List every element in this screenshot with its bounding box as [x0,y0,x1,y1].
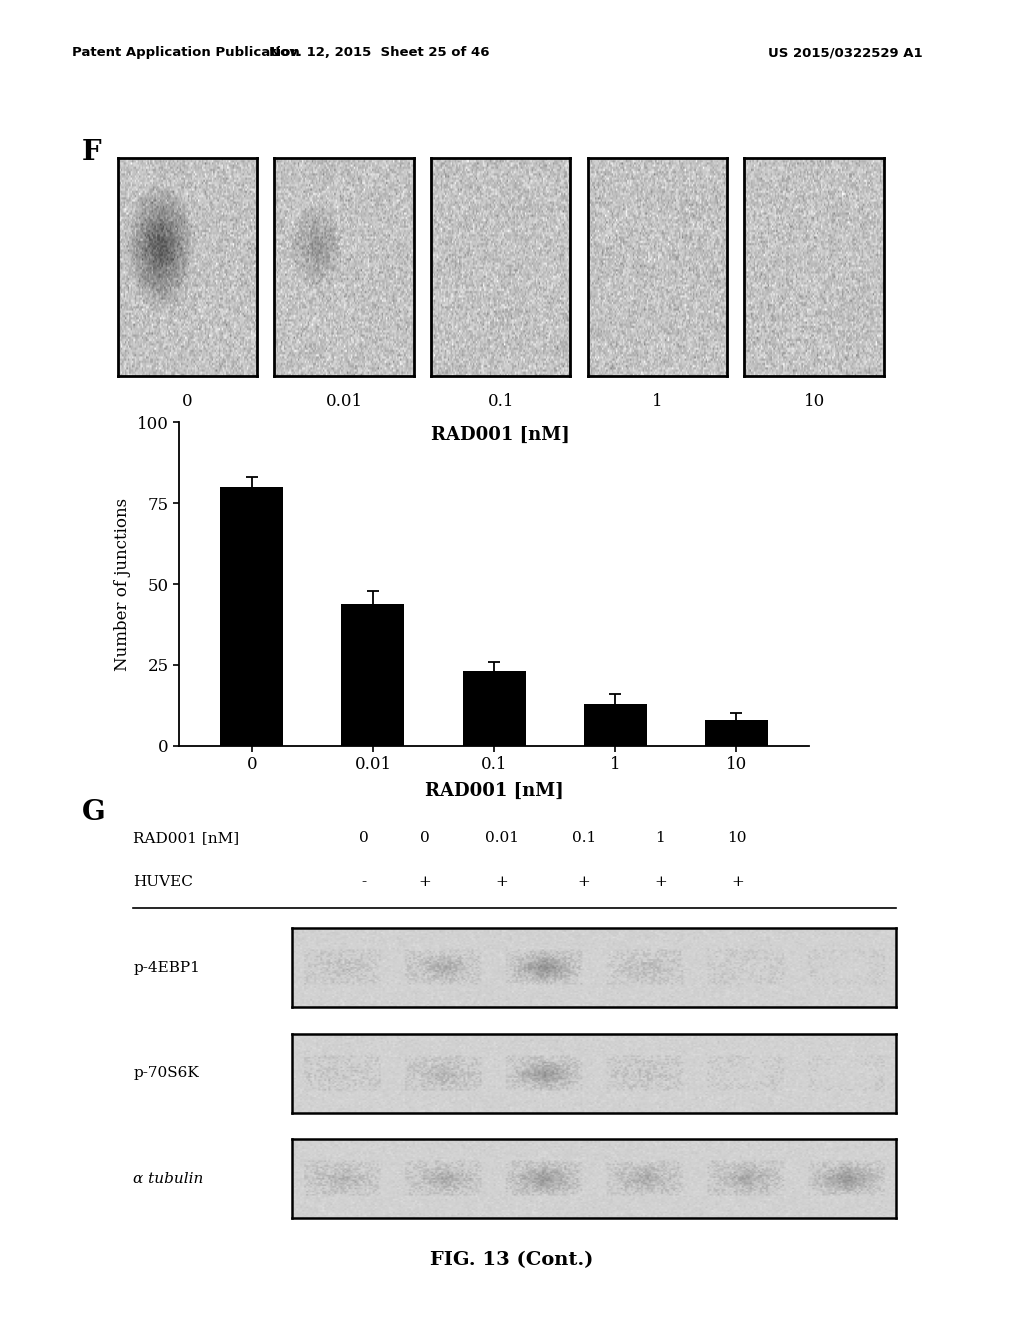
Text: +: + [731,875,743,888]
Text: p-70S6K: p-70S6K [133,1067,199,1080]
Text: RAD001 [nM]: RAD001 [nM] [431,426,570,445]
Text: 0: 0 [182,393,193,411]
Bar [341,603,404,746]
Text: -: - [360,875,367,888]
Bar [705,719,768,746]
Text: Nov. 12, 2015  Sheet 25 of 46: Nov. 12, 2015 Sheet 25 of 46 [268,46,489,59]
Text: F: F [82,139,101,165]
Text: 10: 10 [727,832,748,845]
Text: 0.1: 0.1 [487,393,514,411]
Bar [584,704,647,746]
Text: 0: 0 [420,832,430,845]
Text: 1: 1 [655,832,666,845]
Text: G: G [82,799,105,825]
Text: +: + [496,875,508,888]
Text: Patent Application Publication: Patent Application Publication [72,46,299,59]
Bar [463,672,525,746]
Text: p-4EBP1: p-4EBP1 [133,961,200,974]
Text: 0.01: 0.01 [326,393,362,411]
Text: α tubulin: α tubulin [133,1172,204,1185]
Text: +: + [578,875,590,888]
Text: US 2015/0322529 A1: US 2015/0322529 A1 [768,46,923,59]
Text: 10: 10 [804,393,824,411]
Text: 0.1: 0.1 [571,832,596,845]
Text: FIG. 13 (Cont.): FIG. 13 (Cont.) [430,1251,594,1270]
Text: HUVEC: HUVEC [133,875,193,888]
Text: +: + [419,875,431,888]
Text: RAD001 [nM]: RAD001 [nM] [133,832,240,845]
X-axis label: RAD001 [nM]: RAD001 [nM] [425,781,563,800]
Text: 0: 0 [358,832,369,845]
Text: 1: 1 [652,393,663,411]
Bar [220,487,284,746]
Text: +: + [654,875,667,888]
Y-axis label: Number of junctions: Number of junctions [115,498,131,671]
Text: 0.01: 0.01 [484,832,519,845]
